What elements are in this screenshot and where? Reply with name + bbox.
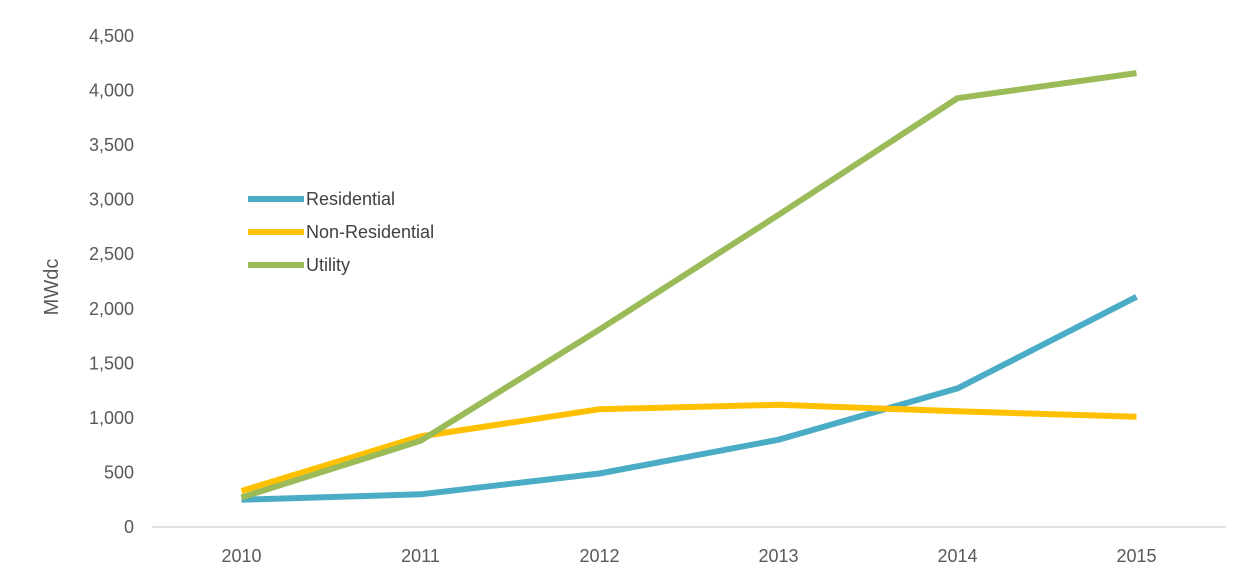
x-tick-label: 2013 (758, 546, 798, 566)
y-axis-ticks: 0 500 1,000 1,500 2,000 2,500 3,000 3,500 4,000 4… (89, 26, 134, 537)
legend-label-utility: Utility (306, 255, 350, 275)
series-line-residential (241, 294, 1138, 503)
y-tick-label: 2,500 (89, 244, 134, 264)
y-tick-label: 0 (124, 517, 134, 537)
y-tick-label: 3,500 (89, 135, 134, 155)
y-tick-label: 1,000 (89, 408, 134, 428)
x-tick-label: 2014 (937, 546, 977, 566)
y-tick-label: 1,500 (89, 353, 134, 373)
y-tick-label: 2,000 (89, 299, 134, 319)
legend: Residential Non-Residential Utility (248, 189, 434, 275)
series-lines (240, 70, 1138, 503)
series-line-non-residential (240, 401, 1137, 494)
x-tick-label: 2011 (401, 546, 440, 566)
legend-label-residential: Residential (306, 189, 395, 209)
x-axis-ticks: 2010 2011 2012 2013 2014 2015 (221, 546, 1156, 566)
y-tick-label: 3,000 (89, 190, 134, 210)
x-tick-label: 2012 (579, 546, 619, 566)
series-line-utility (240, 70, 1137, 501)
y-tick-label: 500 (104, 462, 134, 482)
legend-label-non-residential: Non-Residential (306, 222, 434, 242)
x-tick-label: 2015 (1116, 546, 1156, 566)
y-tick-label: 4,000 (89, 81, 134, 101)
y-axis-title: MWdc (41, 259, 63, 316)
y-tick-label: 4,500 (89, 26, 134, 46)
x-tick-label: 2010 (221, 546, 261, 566)
